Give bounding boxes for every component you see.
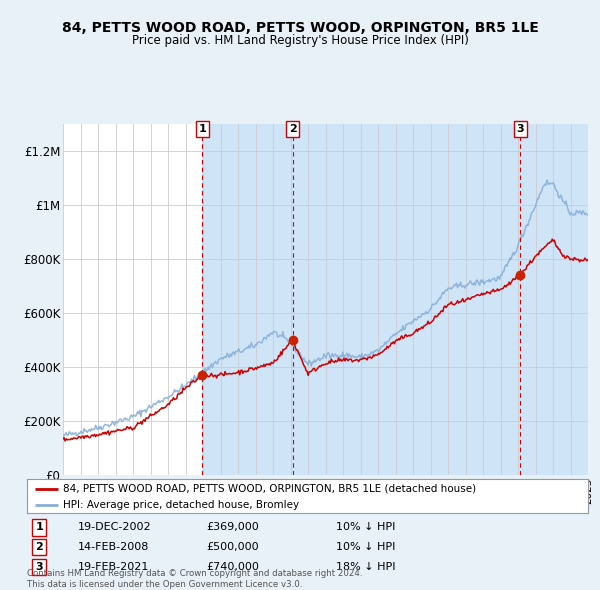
Text: 3: 3 (516, 124, 524, 134)
Text: £740,000: £740,000 (206, 562, 259, 572)
Text: Price paid vs. HM Land Registry's House Price Index (HPI): Price paid vs. HM Land Registry's House … (131, 34, 469, 47)
Text: 2: 2 (289, 124, 296, 134)
Text: 19-FEB-2021: 19-FEB-2021 (77, 562, 149, 572)
Bar (293, 124, 520, 475)
Text: 1: 1 (35, 523, 43, 532)
Text: HPI: Average price, detached house, Bromley: HPI: Average price, detached house, Brom… (64, 500, 299, 510)
Text: 14-FEB-2008: 14-FEB-2008 (77, 542, 149, 552)
Text: 19-DEC-2002: 19-DEC-2002 (77, 523, 151, 532)
Text: 1: 1 (199, 124, 206, 134)
Text: £500,000: £500,000 (206, 542, 259, 552)
Bar (202, 124, 293, 475)
Text: 18% ↓ HPI: 18% ↓ HPI (335, 562, 395, 572)
Text: 2: 2 (35, 542, 43, 552)
Text: 10% ↓ HPI: 10% ↓ HPI (335, 523, 395, 532)
Text: Contains HM Land Registry data © Crown copyright and database right 2024.
This d: Contains HM Land Registry data © Crown c… (27, 569, 362, 589)
Text: 10% ↓ HPI: 10% ↓ HPI (335, 542, 395, 552)
Text: 84, PETTS WOOD ROAD, PETTS WOOD, ORPINGTON, BR5 1LE: 84, PETTS WOOD ROAD, PETTS WOOD, ORPINGT… (62, 21, 538, 35)
Text: £369,000: £369,000 (206, 523, 259, 532)
Bar (520, 124, 588, 475)
Text: 3: 3 (35, 562, 43, 572)
Text: 84, PETTS WOOD ROAD, PETTS WOOD, ORPINGTON, BR5 1LE (detached house): 84, PETTS WOOD ROAD, PETTS WOOD, ORPINGT… (64, 484, 476, 494)
